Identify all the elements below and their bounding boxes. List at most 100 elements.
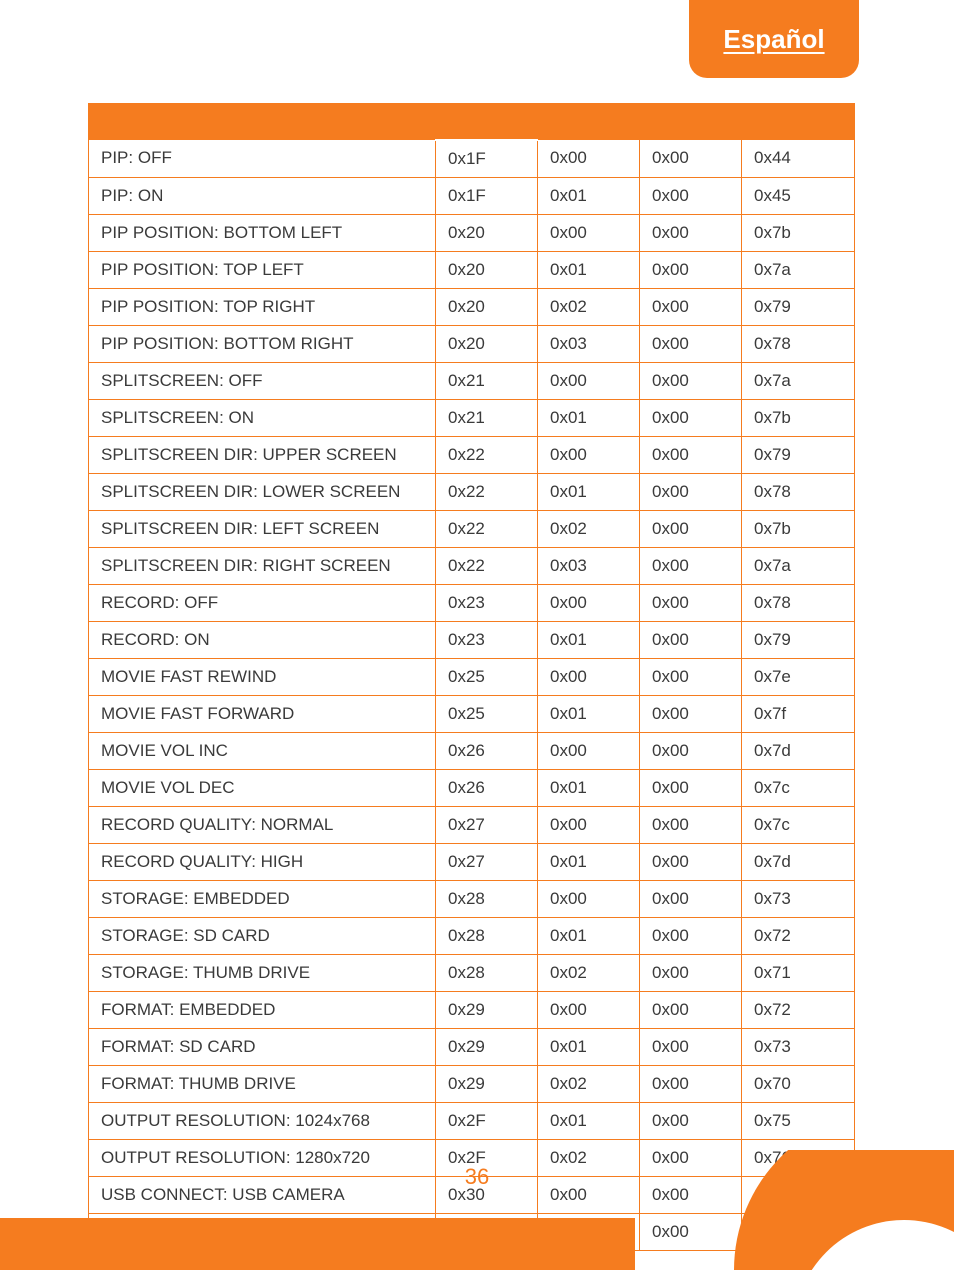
table-row: STORAGE: THUMB DRIVE0x280x020x000x71 (89, 954, 855, 991)
table-cell: 0x78 (742, 325, 855, 362)
table-cell: 0x00 (640, 288, 742, 325)
language-tab: Español (689, 0, 859, 78)
table-cell: SPLITSCREEN DIR: LEFT SCREEN (89, 510, 436, 547)
table-cell: 0x1F (436, 140, 538, 178)
header-cell (89, 104, 436, 140)
table-cell: PIP POSITION: BOTTOM LEFT (89, 214, 436, 251)
table-header (89, 104, 855, 140)
table-cell: 0x02 (538, 954, 640, 991)
table-row: STORAGE: SD CARD0x280x010x000x72 (89, 917, 855, 954)
table-cell: 0x00 (640, 251, 742, 288)
table-cell: 0x00 (640, 1213, 742, 1250)
table-cell: 0x73 (742, 1028, 855, 1065)
table-cell: PIP: ON (89, 177, 436, 214)
table-row: FORMAT: SD CARD0x290x010x000x73 (89, 1028, 855, 1065)
table-cell: 0x01 (538, 621, 640, 658)
table-row: STORAGE: EMBEDDED0x280x000x000x73 (89, 880, 855, 917)
table-row: RECORD: ON0x230x010x000x79 (89, 621, 855, 658)
table-cell: 0x00 (640, 325, 742, 362)
table-cell: 0x1F (436, 177, 538, 214)
table-cell: SPLITSCREEN: OFF (89, 362, 436, 399)
command-table: PIP: OFF0x1F0x000x000x44PIP: ON0x1F0x010… (88, 103, 855, 1251)
table-row: MOVIE VOL INC0x260x000x000x7d (89, 732, 855, 769)
table-cell: MOVIE FAST FORWARD (89, 695, 436, 732)
table-cell: 0x28 (436, 954, 538, 991)
table-cell: 0x00 (538, 362, 640, 399)
table-cell: 0x00 (640, 177, 742, 214)
table-cell: 0x00 (538, 214, 640, 251)
table-cell: 0x27 (436, 843, 538, 880)
table-cell: 0x7e (742, 658, 855, 695)
table-cell: RECORD QUALITY: HIGH (89, 843, 436, 880)
table-cell: PIP POSITION: BOTTOM RIGHT (89, 325, 436, 362)
table-cell: 0x00 (640, 658, 742, 695)
table-cell: PIP POSITION: TOP RIGHT (89, 288, 436, 325)
table-row: OUTPUT RESOLUTION: 1024x7680x2F0x010x000… (89, 1102, 855, 1139)
table-cell: STORAGE: SD CARD (89, 917, 436, 954)
table-cell: 0x00 (640, 399, 742, 436)
table-cell: FORMAT: THUMB DRIVE (89, 1065, 436, 1102)
table-cell: 0x00 (640, 362, 742, 399)
table-cell: 0x00 (538, 584, 640, 621)
table-cell: SPLITSCREEN DIR: RIGHT SCREEN (89, 547, 436, 584)
table-cell: 0x26 (436, 769, 538, 806)
table-cell: 0x01 (538, 251, 640, 288)
table-cell: 0x22 (436, 547, 538, 584)
table-cell: 0x27 (436, 806, 538, 843)
table-row: SPLITSCREEN DIR: UPPER SCREEN0x220x000x0… (89, 436, 855, 473)
table-cell: 0x00 (640, 806, 742, 843)
table-cell: 0x20 (436, 325, 538, 362)
table-cell: 0x00 (538, 658, 640, 695)
header-cell (742, 104, 855, 140)
table-cell: 0x7a (742, 547, 855, 584)
footer-bar (0, 1218, 635, 1270)
table-cell: 0x00 (640, 954, 742, 991)
table-cell: 0x00 (640, 473, 742, 510)
table-cell: 0x00 (640, 880, 742, 917)
table-cell: 0x00 (538, 880, 640, 917)
table-cell: 0x70 (742, 1065, 855, 1102)
table-cell: 0x78 (742, 473, 855, 510)
table-cell: 0x79 (742, 436, 855, 473)
table-cell: OUTPUT RESOLUTION: 1024x768 (89, 1102, 436, 1139)
table-cell: 0x7f (742, 695, 855, 732)
table-cell: 0x00 (538, 991, 640, 1028)
table-cell: 0x00 (640, 547, 742, 584)
table-cell: 0x72 (742, 991, 855, 1028)
table-cell: 0x44 (742, 140, 855, 178)
table-cell: 0x23 (436, 584, 538, 621)
table-body: PIP: OFF0x1F0x000x000x44PIP: ON0x1F0x010… (89, 140, 855, 1251)
table-cell: 0x7a (742, 362, 855, 399)
table-cell: 0x00 (640, 917, 742, 954)
header-cell (436, 104, 538, 140)
table-row: PIP POSITION: BOTTOM RIGHT0x200x030x000x… (89, 325, 855, 362)
header-cell (538, 104, 640, 140)
table-cell: 0x79 (742, 621, 855, 658)
table-cell: 0x29 (436, 1065, 538, 1102)
table-cell: 0x20 (436, 214, 538, 251)
table-cell: 0x7d (742, 843, 855, 880)
table-cell: MOVIE VOL INC (89, 732, 436, 769)
table-cell: 0x20 (436, 288, 538, 325)
table-cell: 0x00 (538, 732, 640, 769)
table-row: SPLITSCREEN: ON0x210x010x000x7b (89, 399, 855, 436)
table-cell: FORMAT: EMBEDDED (89, 991, 436, 1028)
table-cell: 0x7a (742, 251, 855, 288)
table-row: PIP: ON0x1F0x010x000x45 (89, 177, 855, 214)
table-row: RECORD: OFF0x230x000x000x78 (89, 584, 855, 621)
table-cell: STORAGE: THUMB DRIVE (89, 954, 436, 991)
table-cell: PIP: OFF (89, 140, 436, 178)
table-cell: RECORD QUALITY: NORMAL (89, 806, 436, 843)
table-cell: SPLITSCREEN DIR: LOWER SCREEN (89, 473, 436, 510)
table-cell: 0x00 (538, 140, 640, 178)
table-cell: 0x7c (742, 769, 855, 806)
table-cell: 0x7b (742, 214, 855, 251)
table-cell: FORMAT: SD CARD (89, 1028, 436, 1065)
table-cell: 0x7c (742, 806, 855, 843)
table-cell: 0x29 (436, 1028, 538, 1065)
table-cell: 0x02 (538, 510, 640, 547)
table-cell: 0x01 (538, 695, 640, 732)
table-cell: 0x7b (742, 399, 855, 436)
table-cell: 0x22 (436, 510, 538, 547)
table-cell: 0x45 (742, 177, 855, 214)
